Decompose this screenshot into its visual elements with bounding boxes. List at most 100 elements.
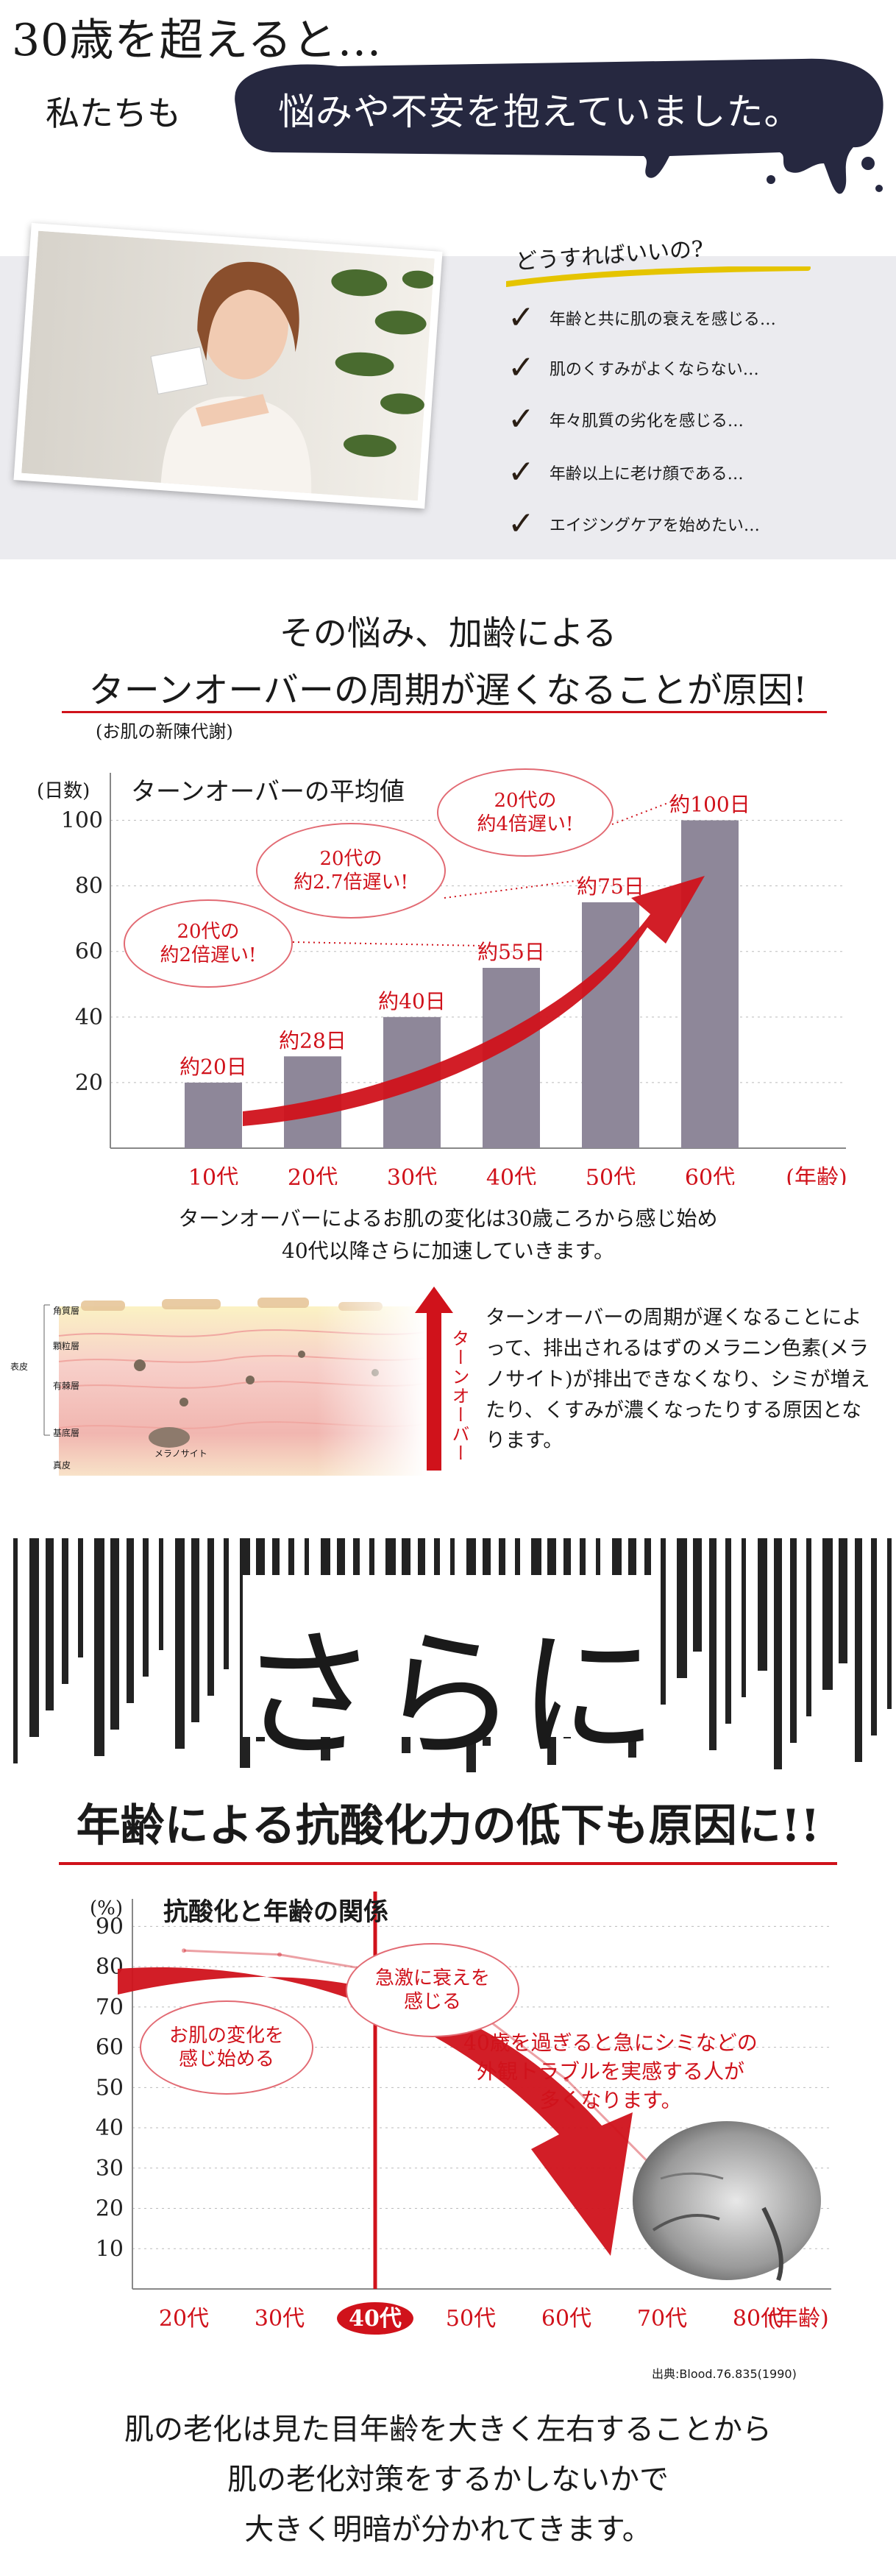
x-tick-label: 40代 (349, 2306, 402, 2332)
conclusion-line2: 肌の老化対策をするかしないかで (227, 2463, 669, 2497)
stripe (191, 1538, 199, 1722)
turnover-arrow-label: ターンオーバー (449, 1329, 469, 1463)
stripe (94, 1538, 104, 1756)
stripe (790, 1538, 797, 1743)
stripe (839, 1538, 847, 1663)
antiox-title: 抗酸化と年齢の関係 (163, 1897, 388, 1927)
antiox-unit: (%) (90, 1897, 123, 1919)
callout-2x: 20代の 約2倍遅い! (124, 899, 293, 988)
worry-item: ✓ 年齢以上に老け顔である… (508, 456, 744, 489)
x-tick-label: 60代 (685, 1165, 735, 1185)
data-label: 約40日 (378, 989, 446, 1013)
cause-line1: その悩み、加齢による (279, 613, 617, 653)
antiox-headline: 年齢による抗酸化力の低下も原因に!! (76, 1800, 820, 1852)
x-axis-label: (年齢) (767, 2306, 828, 2332)
check-icon: ✓ (508, 453, 535, 491)
conclusion-line1: 肌の老化は見た目年齢を大きく左右することから (124, 2413, 772, 2446)
check-icon: ✓ (508, 349, 535, 386)
antiox-source: 出典:Blood.76.835(1990) (652, 2367, 797, 2381)
y-tick-label: 70 (96, 1995, 124, 2020)
callout-connector (444, 879, 582, 899)
stripe (46, 1538, 54, 1710)
stripe (159, 1538, 163, 1650)
skin-diagram (43, 1292, 427, 1483)
worry-text: 年齢以上に老け顔である… (549, 465, 744, 484)
stripe-gap (243, 1575, 655, 1737)
cause-underline (62, 711, 827, 713)
turnover-chart: 20 40 60 80 100 約20日 10代 約28日 20代 約40日 30代 約55日 40代 約… (61, 773, 847, 1185)
callout-27x: 20代の 約2.7倍遅い! (256, 823, 446, 919)
x-axis-label: (年齢) (786, 1165, 847, 1185)
header-line1: 30歳を超えると… (12, 15, 383, 66)
stripe (709, 1538, 717, 1750)
worry-item: ✓ 年々肌質の劣化を感じる… (508, 403, 744, 436)
skin-explanation: ターンオーバーの周期が遅くなることによって、排出されるはずのメラニン色素(メラノ… (486, 1306, 870, 1453)
bar (681, 820, 739, 1148)
stripe-band (13, 1538, 892, 1772)
callout-connector (611, 797, 681, 825)
check-icon: ✓ (508, 400, 535, 438)
x-tick-label: 20代 (159, 2306, 209, 2332)
y-tick-label: 30 (96, 2156, 124, 2182)
highlight-badge (337, 2302, 413, 2335)
stripe (143, 1538, 149, 1677)
stripe (855, 1538, 862, 1762)
trend-arrow (243, 876, 705, 1126)
y-tick-label: 80 (75, 874, 103, 899)
check-icon: ✓ (508, 505, 535, 542)
bar (185, 1082, 242, 1148)
skin-label: 真皮 (53, 1460, 71, 1471)
data-label: 約28日 (279, 1028, 346, 1052)
series-point (182, 1948, 186, 1953)
header-line2-lead: 私たちも (46, 93, 181, 133)
worry-item: ✓ エイジングケアを始めたい… (508, 508, 760, 540)
y-tick-label: 90 (96, 1914, 124, 1939)
woman-photo (13, 222, 443, 509)
x-tick-label: 80代 (733, 2306, 783, 2332)
turnover-text-2: 40代以降さらに加速していきます。 (282, 1239, 614, 1263)
worry-text: 肌のくすみがよくならない… (549, 361, 759, 379)
stripe (661, 1538, 666, 1705)
cause-note: (お肌の新陳代謝) (96, 721, 233, 742)
trend-arrow-shape (243, 876, 705, 1126)
stripe (62, 1538, 68, 1684)
x-tick-label: 60代 (541, 2306, 591, 2332)
y-tick-label: 60 (75, 939, 103, 965)
bar (483, 968, 540, 1148)
turnover-title: ターンオーバーの平均値 (131, 777, 405, 807)
callout-4x: 20代の 約4倍遅い! (437, 768, 614, 857)
data-label: 約100日 (669, 793, 750, 817)
stripe (677, 1538, 687, 1678)
y-tick-label: 40 (96, 2115, 124, 2141)
callout-connector (292, 941, 483, 946)
stripe (774, 1538, 782, 1769)
check-icon: ✓ (508, 299, 535, 336)
stripe (693, 1538, 702, 1652)
stripe (207, 1538, 214, 1696)
callout-sharp: 急激に衰えを 感じる (346, 1943, 519, 2037)
worry-text: エイジングケアを始めたい… (549, 517, 760, 535)
title-underline (506, 266, 811, 287)
stripe (29, 1538, 39, 1737)
series-point (564, 2077, 569, 2082)
cause-line2: ターンオーバーの周期が遅くなることが原因! (88, 670, 808, 711)
stripe (887, 1538, 892, 1709)
stripe (806, 1538, 811, 1716)
skin-label: 有棘層 (53, 1381, 80, 1391)
epidermis-label: 表皮 (10, 1362, 29, 1372)
y-tick-label: 100 (61, 808, 103, 834)
turnover-text-1: ターンオーバーによるお肌の変化は30歳ころから感じ始め (178, 1206, 718, 1231)
y-tick-label: 20 (96, 2196, 124, 2222)
stripe (742, 1538, 746, 1697)
big-sarani: さらに (238, 1615, 658, 1777)
data-label: 約20日 (179, 1055, 247, 1079)
x-tick-label: 50代 (586, 1165, 636, 1185)
worry-text: 年々肌質の劣化を感じる… (549, 412, 744, 431)
x-tick-label: 30代 (387, 1165, 437, 1185)
antiox-note: 40歳を過ぎると急にシミなどの 外観トラブルを実感する人が 多くなります。 (463, 2031, 758, 2113)
navy-banner (235, 58, 883, 194)
turnover-unit: (日数) (37, 780, 90, 802)
data-label: 約55日 (477, 940, 545, 964)
callout-start: お肌の変化を 感じ始める (140, 2000, 313, 2095)
